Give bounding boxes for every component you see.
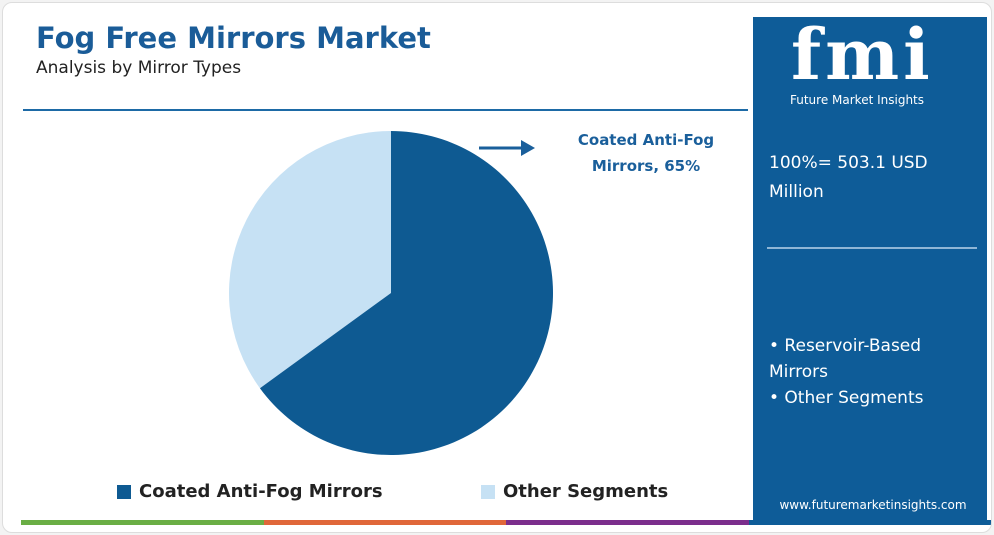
pie-slice (228, 131, 391, 389)
data-label: Coated Anti-Fog Mirrors, 65% (577, 131, 715, 175)
arrow-head (521, 140, 535, 156)
pie-slice (259, 131, 553, 455)
chart-title: Fog Free Mirrors Market (36, 21, 431, 55)
total-note: 100%= 503.1 USD Million (769, 153, 928, 202)
bullet: • Reservoir-Based Mirrors (769, 336, 922, 382)
bullet-list: • Reservoir-Based Mirrors • Other Segmen… (769, 333, 969, 411)
legend-label: Coated Anti-Fog Mirrors (139, 481, 383, 502)
legend-swatch (481, 484, 495, 499)
bullet: • Other Segments (769, 388, 924, 408)
logo: fmi (791, 13, 934, 96)
side-panel (753, 17, 987, 521)
legend-item: Other Segments (481, 481, 668, 502)
brand: Future Market Insights (790, 93, 925, 107)
strip-part (506, 520, 749, 525)
color-strip (21, 520, 991, 525)
divider (23, 109, 748, 111)
divider (767, 247, 977, 249)
legend-label: Other Segments (503, 481, 669, 502)
strip-part (21, 520, 264, 525)
chart-subtitle: Analysis by Mirror Types (36, 58, 242, 78)
url: www.futuremarketinsights.com (779, 498, 967, 512)
strip-part (748, 520, 991, 525)
legend-swatch (117, 484, 131, 499)
legend-item: Coated Anti-Fog Mirrors (117, 481, 383, 502)
pie-chart (228, 131, 553, 455)
strip-part (263, 520, 506, 525)
